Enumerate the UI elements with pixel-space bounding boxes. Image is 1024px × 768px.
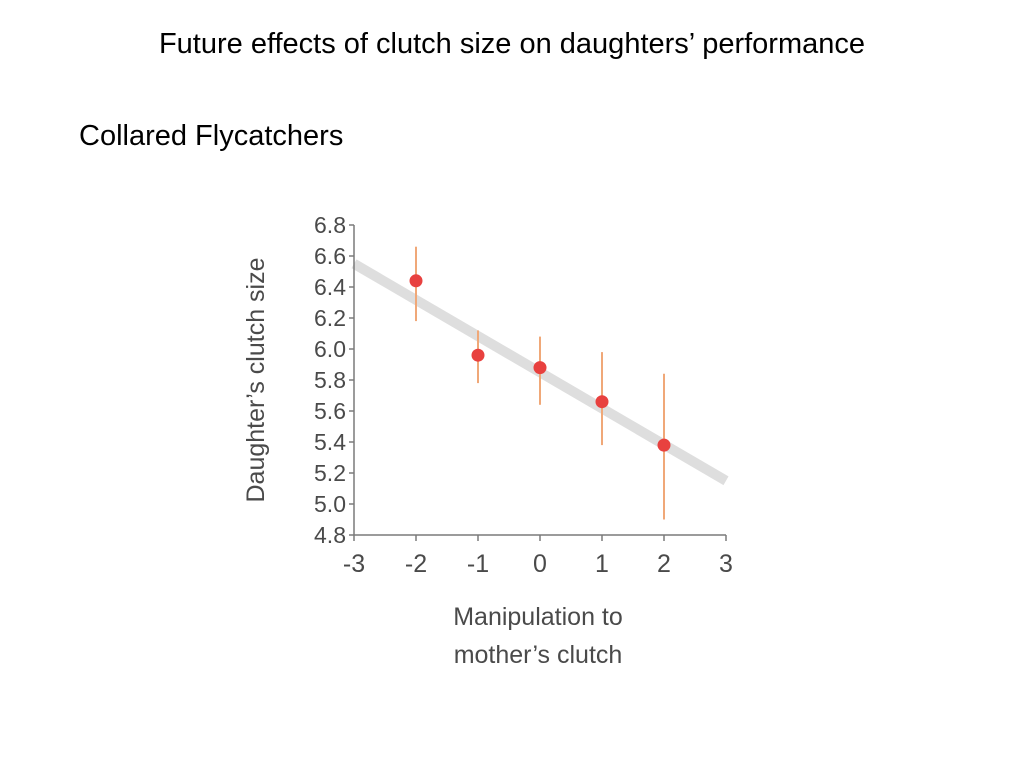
x-tick-label: -1 bbox=[467, 550, 489, 578]
y-axis-title: Daughter’s clutch size bbox=[242, 257, 270, 502]
x-tick-label: -3 bbox=[343, 550, 365, 578]
x-tick-label: 0 bbox=[533, 550, 547, 578]
y-tick-label: 5.8 bbox=[314, 367, 346, 393]
y-tick-label: 6.8 bbox=[314, 212, 346, 238]
x-tick-label: 1 bbox=[595, 550, 609, 578]
x-tick-label: -2 bbox=[405, 550, 427, 578]
y-tick-label: 5.2 bbox=[314, 460, 346, 486]
y-tick-label: 6.4 bbox=[314, 274, 346, 300]
slide-title: Future effects of clutch size on daughte… bbox=[158, 28, 866, 60]
data-point bbox=[533, 361, 547, 375]
y-tick-label: 6.2 bbox=[314, 305, 346, 331]
x-tick-label: 2 bbox=[657, 550, 671, 578]
x-tick-label: 3 bbox=[719, 550, 733, 578]
x-axis-title-line: mother’s clutch bbox=[454, 641, 623, 669]
data-point bbox=[657, 438, 671, 452]
scatter-chart: 6.8 6.6 6.4 6.2 6.0 5.8 5.6 5.4 5.2 5.0 4.8-3 -2 -1 0… bbox=[242, 212, 733, 669]
y-tick-label: 6.0 bbox=[314, 336, 346, 362]
slide-subtitle: Collared Flycatchers bbox=[79, 120, 344, 152]
y-tick-label: 5.6 bbox=[314, 398, 346, 424]
y-tick-label: 5.0 bbox=[314, 491, 346, 517]
y-tick-label: 4.8 bbox=[314, 522, 346, 548]
data-point bbox=[471, 348, 485, 362]
data-point bbox=[595, 395, 609, 409]
y-tick-label: 6.6 bbox=[314, 243, 346, 269]
y-tick-label: 5.4 bbox=[314, 429, 346, 455]
x-axis-title-line: Manipulation to bbox=[453, 603, 623, 631]
data-point bbox=[409, 274, 423, 288]
chart-area: 6.8 6.6 6.4 6.2 6.0 5.8 5.6 5.4 5.2 5.0 4.8 -3 -2 -1 0… bbox=[200, 195, 760, 685]
